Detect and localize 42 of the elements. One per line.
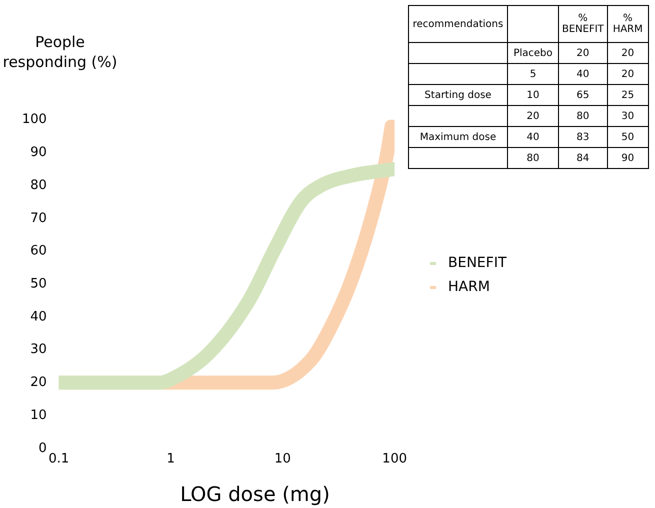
text: 10 xyxy=(508,84,558,106)
text: Placebo xyxy=(508,42,558,64)
text: 20 xyxy=(607,42,648,64)
text: 90 xyxy=(607,148,648,168)
y-tick-label: 30 xyxy=(30,342,47,358)
x-tick-label: 1 xyxy=(166,452,175,467)
y-tick-label: 10 xyxy=(30,408,47,423)
text: Starting dose xyxy=(408,84,508,106)
text: 65 xyxy=(558,84,608,106)
text: 5 xyxy=(508,64,558,84)
legend-label: BENEFIT xyxy=(448,255,507,271)
text: 80 xyxy=(508,148,558,168)
x-tick-label: 0.1 xyxy=(48,452,70,467)
y-tick-label: 80 xyxy=(30,178,47,193)
text: % BENEFIT xyxy=(558,6,608,42)
text: 83 xyxy=(558,126,608,148)
text: Maximum dose xyxy=(408,126,508,148)
x-axis-title: LOG dose (mg) xyxy=(179,482,331,506)
y-tick-label: 90 xyxy=(30,145,47,160)
text: recommendations xyxy=(408,6,508,42)
y-tick-label: 40 xyxy=(30,309,47,324)
y-tick-label: 50 xyxy=(30,276,47,292)
y-tick-label: 0 xyxy=(38,440,47,456)
text: 50 xyxy=(607,126,648,148)
x-tick-label: 10 xyxy=(274,452,291,467)
text: 20 xyxy=(508,106,558,126)
legend-label: HARM xyxy=(448,279,490,295)
y-axis-title: People responding (%) xyxy=(2,32,118,72)
y-tick-label: 70 xyxy=(30,210,47,226)
y-tick-label: 60 xyxy=(30,244,47,259)
y-tick-label: 100 xyxy=(22,112,47,128)
text: 84 xyxy=(558,148,608,168)
text: 80 xyxy=(558,106,608,126)
text: 30 xyxy=(607,106,648,126)
text: 40 xyxy=(558,64,608,84)
x-tick-label: 100 xyxy=(382,452,408,467)
text: 20 xyxy=(558,42,608,64)
text: 25 xyxy=(607,84,648,106)
text: 20 xyxy=(607,64,648,84)
y-tick-label: 20 xyxy=(30,375,47,390)
text: % HARM xyxy=(607,6,648,42)
text: 40 xyxy=(508,126,558,148)
